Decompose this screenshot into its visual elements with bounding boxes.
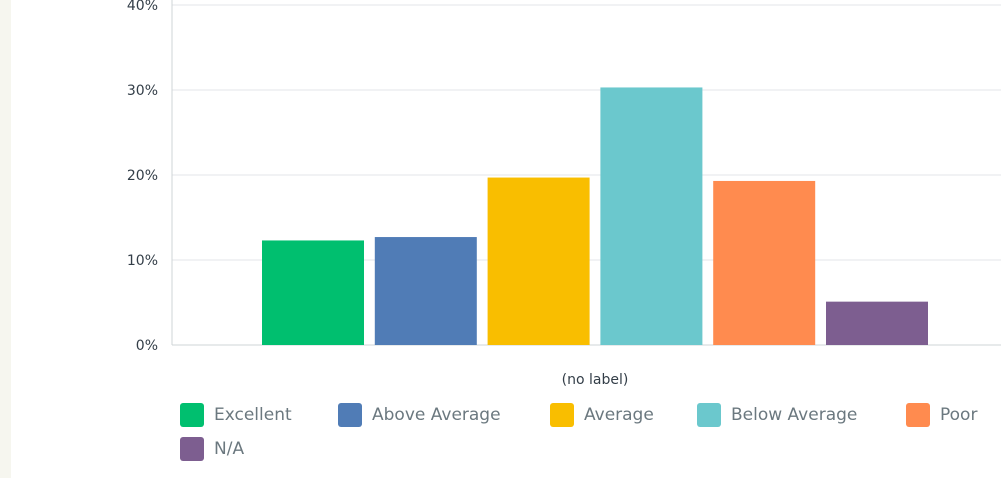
y-tick-label: 10%	[127, 253, 158, 269]
y-tick-label: 0%	[136, 338, 158, 354]
bar-above-average[interactable]	[374, 237, 477, 345]
bar-excellent[interactable]	[262, 240, 364, 345]
legend-item-excellent[interactable]: Excellent	[180, 403, 292, 427]
legend-label: Above Average	[372, 405, 501, 425]
legend-swatch	[180, 403, 204, 427]
legend-label: Poor	[940, 405, 978, 425]
bar-n-a[interactable]	[826, 301, 928, 345]
y-tick-label: 40%	[127, 0, 158, 14]
legend-item-n-a[interactable]: N/A	[180, 437, 244, 461]
legend-swatch	[550, 403, 574, 427]
legend-swatch	[338, 403, 362, 427]
legend-item-poor[interactable]: Poor	[906, 403, 977, 427]
legend-label: Excellent	[214, 405, 292, 425]
legend-item-average[interactable]: Average	[550, 403, 654, 427]
bar-average[interactable]	[487, 177, 590, 345]
legend-label: Below Average	[731, 405, 858, 425]
legend-item-below-average[interactable]: Below Average	[697, 403, 857, 427]
legend-swatch	[697, 403, 721, 427]
bar-below-average[interactable]	[600, 87, 703, 345]
legend-label: Average	[584, 405, 654, 425]
y-tick-label: 20%	[127, 168, 158, 184]
legend-swatch	[906, 403, 930, 427]
y-tick-label: 30%	[127, 83, 158, 99]
chart-panel: 0% 10% 20% 30% 40% (no label) Excellent Above …	[11, 0, 1001, 478]
bar-chart: 0% 10% 20% 30% 40% (no label)	[127, 0, 1001, 388]
x-category-label: (no label)	[562, 372, 629, 388]
legend-item-above-average[interactable]: Above Average	[338, 403, 501, 427]
legend-swatch	[180, 437, 204, 461]
legend-label: N/A	[214, 439, 245, 459]
bar-poor[interactable]	[713, 180, 816, 345]
